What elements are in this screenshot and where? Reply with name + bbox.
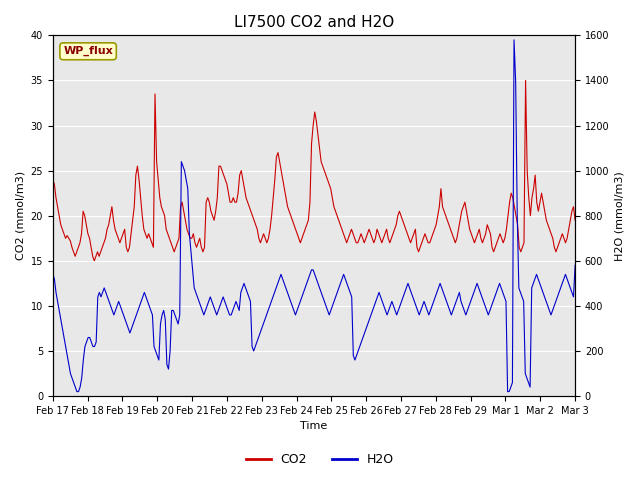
H2O — [435, 285, 442, 291]
CO2 — [90, 258, 98, 264]
H2O — [138, 299, 145, 304]
CO2 — [49, 177, 56, 182]
H2O — [441, 294, 449, 300]
Legend: CO2, H2O: CO2, H2O — [241, 448, 399, 471]
H2O — [385, 308, 392, 313]
H2O — [306, 272, 314, 277]
CO2 — [432, 222, 440, 228]
H2O — [572, 263, 579, 268]
CO2 — [445, 222, 452, 228]
H2O — [510, 37, 518, 43]
Y-axis label: H2O (mmol/m3): H2O (mmol/m3) — [615, 171, 625, 261]
Text: WP_flux: WP_flux — [63, 46, 113, 57]
CO2 — [463, 208, 470, 214]
CO2 — [522, 78, 529, 84]
Y-axis label: CO2 (mmol/m3): CO2 (mmol/m3) — [15, 171, 25, 260]
Line: CO2: CO2 — [52, 81, 575, 261]
CO2 — [572, 217, 579, 223]
CO2 — [450, 235, 458, 241]
X-axis label: Time: Time — [300, 421, 328, 432]
CO2 — [319, 163, 326, 169]
H2O — [73, 389, 81, 395]
H2O — [86, 335, 93, 340]
H2O — [49, 272, 56, 277]
Title: LI7500 CO2 and H2O: LI7500 CO2 and H2O — [234, 15, 394, 30]
Line: H2O: H2O — [52, 40, 575, 392]
CO2 — [116, 240, 124, 246]
